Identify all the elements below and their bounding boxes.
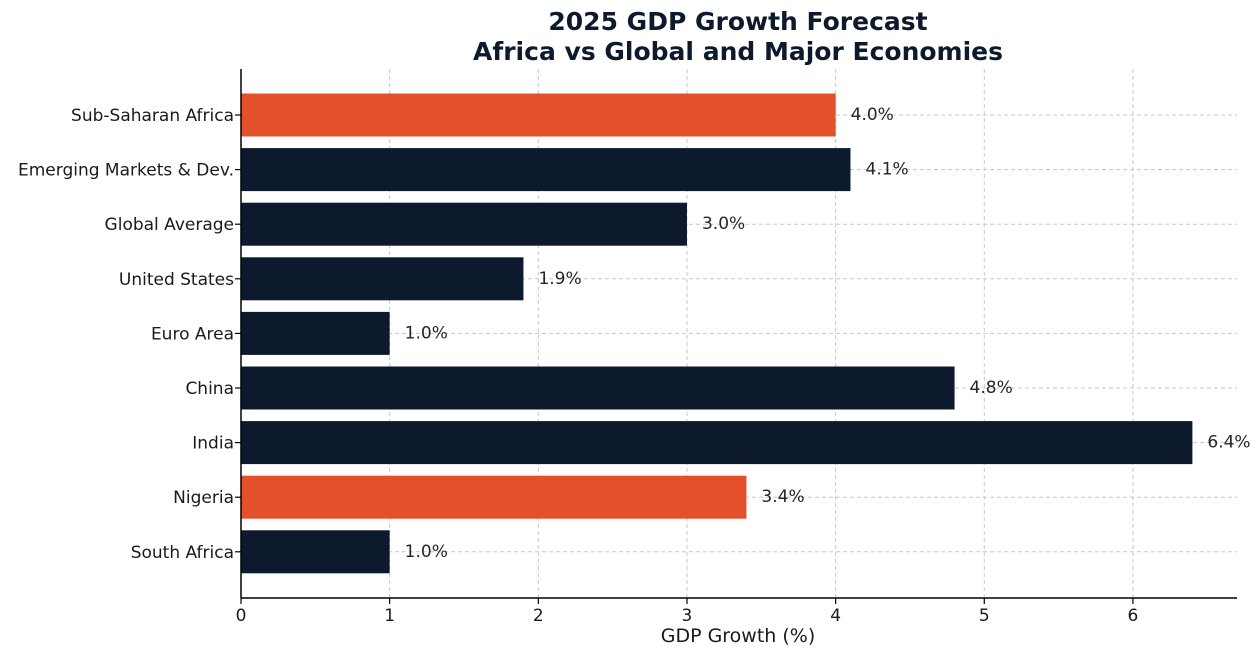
x-tick-label: 0 bbox=[236, 606, 247, 626]
data-label: 1.0% bbox=[405, 542, 448, 562]
data-label: 4.8% bbox=[970, 378, 1013, 398]
x-tick-label: 1 bbox=[384, 606, 395, 626]
bar bbox=[241, 475, 747, 519]
x-tick-label: 2 bbox=[533, 606, 544, 626]
y-tick-label: United States bbox=[119, 270, 234, 290]
data-label: 1.9% bbox=[538, 269, 581, 289]
y-tick-label: South Africa bbox=[131, 543, 234, 563]
x-tick-label: 6 bbox=[1128, 606, 1139, 626]
data-label: 3.4% bbox=[761, 487, 804, 507]
label-layer: Sub-Saharan Africa 4.0% Emerging Markets &… bbox=[18, 105, 1251, 563]
bar bbox=[241, 257, 524, 301]
bar bbox=[241, 202, 687, 246]
data-label: 1.0% bbox=[405, 323, 448, 343]
x-tick-label: 3 bbox=[682, 606, 693, 626]
y-tick-label: Euro Area bbox=[151, 324, 234, 344]
bar-layer bbox=[241, 93, 1193, 574]
bar bbox=[241, 366, 955, 410]
x-tick-label: 5 bbox=[979, 606, 990, 626]
bar bbox=[241, 311, 390, 355]
y-tick-label: Sub-Saharan Africa bbox=[71, 106, 234, 126]
data-label: 3.0% bbox=[702, 214, 745, 234]
data-label: 6.4% bbox=[1207, 433, 1250, 453]
bar bbox=[241, 530, 390, 574]
data-label: 4.1% bbox=[865, 160, 908, 180]
x-tick-label: 4 bbox=[830, 606, 841, 626]
y-tick-label: Nigeria bbox=[173, 488, 234, 508]
y-tick-label: India bbox=[192, 434, 234, 454]
x-axis-label: GDP Growth (%) bbox=[661, 625, 816, 647]
bar bbox=[241, 421, 1193, 465]
y-tick-label: China bbox=[185, 379, 234, 399]
y-tick-label: Global Average bbox=[105, 215, 234, 235]
chart-subtitle: Africa vs Global and Major Economies bbox=[473, 37, 1003, 66]
data-label: 4.0% bbox=[851, 105, 894, 125]
bar bbox=[241, 148, 851, 192]
y-tick-label: Emerging Markets & Dev. bbox=[18, 161, 234, 181]
chart-title: 2025 GDP Growth Forecast bbox=[548, 7, 927, 36]
bar bbox=[241, 93, 836, 137]
axis-layer: 0 1 2 3 4 5 6 bbox=[235, 69, 1237, 626]
